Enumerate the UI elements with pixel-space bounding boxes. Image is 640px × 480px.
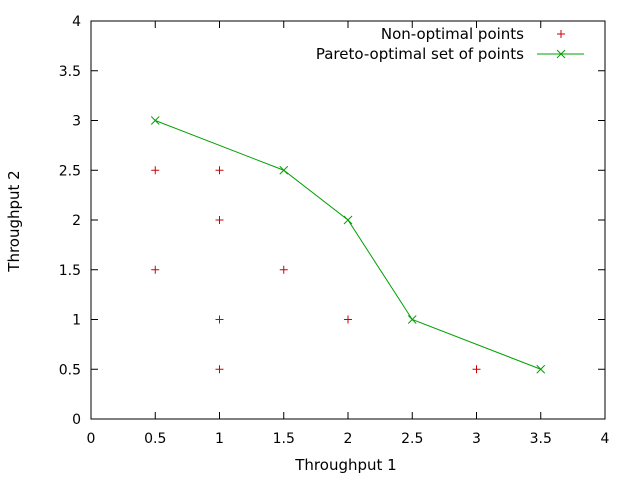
non-optimal-point <box>344 315 352 324</box>
y-tick-label: 4 <box>72 14 81 30</box>
non-optimal-point <box>151 265 160 274</box>
non-optimal-point <box>151 166 160 175</box>
series-layer <box>150 116 546 374</box>
y-tick-label: 2 <box>72 213 81 229</box>
legend-cross-marker <box>556 49 566 59</box>
non-optimal-point <box>215 216 224 224</box>
pareto-point <box>536 364 546 374</box>
y-tick-label: 1.5 <box>59 263 81 279</box>
non-optimal-point <box>215 365 224 374</box>
non-optimal-point <box>472 365 481 374</box>
y-axis-label: Throughput 2 <box>5 170 23 272</box>
non-optimal-point <box>215 315 224 324</box>
pareto-point <box>150 116 160 125</box>
legend-label-pareto: Pareto-optimal set of points <box>316 45 524 63</box>
series-non-optimal <box>151 166 481 374</box>
axis-ticks <box>90 20 606 420</box>
y-tick-label: 3.5 <box>59 64 81 80</box>
legend-marker-pareto <box>556 49 566 59</box>
legend-marker-non-optimal <box>557 30 565 38</box>
pareto-line <box>155 120 541 370</box>
x-tick-label: 2 <box>344 431 353 447</box>
pareto-point <box>279 165 289 175</box>
x-tick-label: 0 <box>87 431 96 447</box>
y-tick-label: 1 <box>72 313 81 329</box>
non-optimal-point <box>215 166 224 175</box>
x-tick-label: 4 <box>601 431 610 447</box>
y-tick-label: 0 <box>72 412 81 428</box>
y-tick-label: 2.5 <box>59 163 81 179</box>
x-tick-label: 0.5 <box>144 431 166 447</box>
y-tick-label: 0.5 <box>59 362 81 378</box>
pareto-point <box>407 315 417 324</box>
legend-label-non-optimal: Non-optimal points <box>381 25 524 43</box>
legend-plus-marker <box>557 30 565 38</box>
y-tick-labels: 0 0.5 1 1.5 2 2.5 3 3.5 4 <box>59 14 81 428</box>
series-pareto <box>150 116 546 374</box>
non-optimal-point <box>279 265 288 274</box>
legend: Non-optimal points Pareto-optimal set of… <box>316 25 584 63</box>
x-tick-label: 2.5 <box>401 431 423 447</box>
x-axis-label: Throughput 1 <box>294 456 396 474</box>
x-tick-label: 1.5 <box>273 431 295 447</box>
y-tick-label: 3 <box>72 114 81 130</box>
x-tick-label: 3 <box>472 431 481 447</box>
x-tick-label: 3.5 <box>530 431 552 447</box>
pareto-point <box>343 215 353 225</box>
x-tick-labels: 0 0.5 1 1.5 2 2.5 3 3.5 4 <box>87 431 610 447</box>
x-tick-label: 1 <box>215 431 224 447</box>
